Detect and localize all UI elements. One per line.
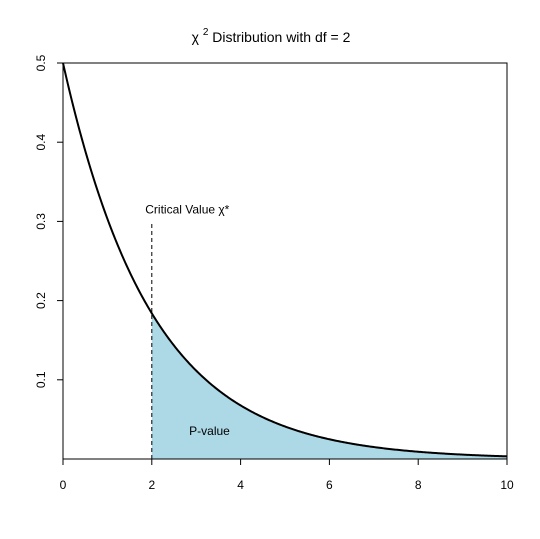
- title-superscript: 2: [203, 27, 209, 38]
- chart-title: χ 2 Distribution with df = 2: [192, 22, 351, 45]
- x-tick-label: 2: [148, 478, 155, 492]
- density-curve: [62, 62, 508, 458]
- x-axis: 0 2 4 6 8 10: [60, 459, 514, 492]
- y-tick-label: 0.1: [34, 371, 48, 388]
- x-tick-label: 0: [60, 478, 67, 492]
- y-axis: 0.1 0.2 0.3 0.4 0.5: [34, 54, 63, 388]
- critical-value-label: Critical Value χ*: [145, 202, 229, 216]
- title-text: Distribution with df = 2: [212, 29, 350, 45]
- title-symbol: χ: [192, 29, 200, 45]
- x-tick-label: 10: [500, 478, 514, 492]
- p-value-label: P-value: [189, 424, 230, 438]
- y-tick-label: 0.3: [34, 213, 48, 230]
- x-tick-label: 8: [415, 478, 422, 492]
- x-tick-label: 6: [326, 478, 333, 492]
- y-tick-label: 0.4: [34, 134, 48, 151]
- y-tick-label: 0.5: [34, 54, 48, 71]
- x-tick-label: 4: [237, 478, 244, 492]
- y-tick-label: 0.2: [34, 292, 48, 309]
- p-value-shaded-area: [151, 313, 508, 459]
- plot-frame: [62, 62, 508, 460]
